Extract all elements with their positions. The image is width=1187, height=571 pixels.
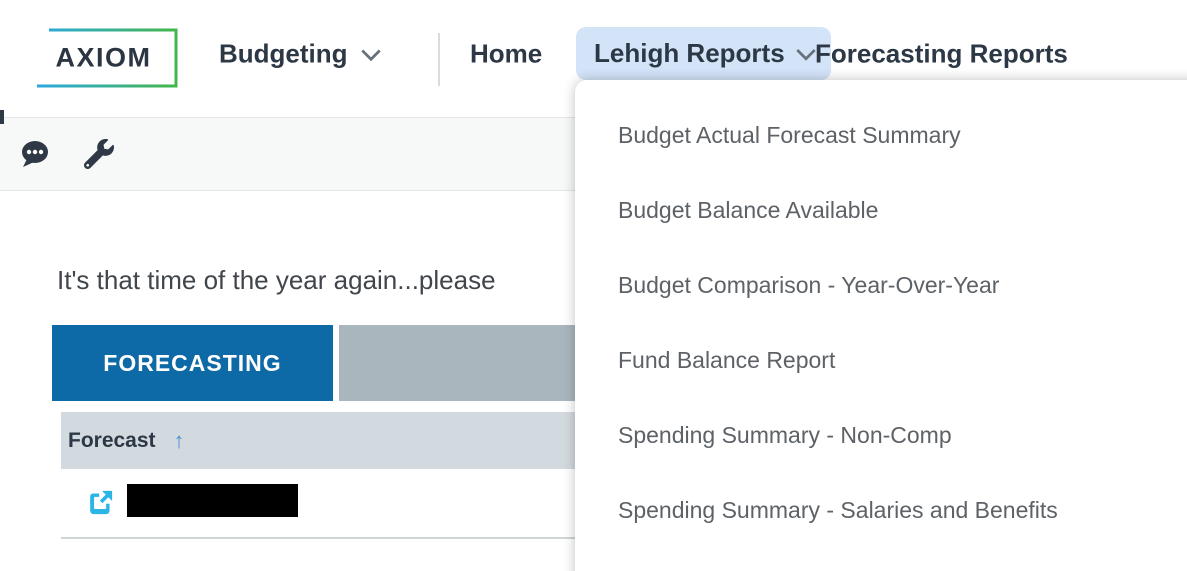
table-row[interactable] (61, 469, 590, 537)
nav-item-lehigh-reports[interactable]: Lehigh Reports (576, 27, 831, 80)
nav-item-forecasting-reports[interactable]: Forecasting Reports (815, 39, 1068, 70)
menu-item-label: Fund Balance Report (618, 347, 836, 373)
announcement-text: It's that time of the year again...pleas… (57, 265, 496, 295)
menu-item[interactable]: Spending Summary - Salaries and Benefits (575, 473, 1187, 548)
table-column-header-forecast[interactable]: Forecast ↑ (61, 412, 590, 469)
menu-item-label: Budget Balance Available (618, 197, 879, 223)
nav-item-home-label: Home (470, 38, 543, 69)
top-navbar: AXIOM Budgeting Home Lehigh Reports Fore… (0, 0, 1187, 88)
redacted-report-link (127, 484, 298, 517)
menu-item[interactable]: Spending Summary - Non-Comp (575, 398, 1187, 473)
wrench-icon[interactable] (83, 139, 114, 170)
lehigh-reports-dropdown-menu: Budget Actual Forecast Summary Budget Ba… (575, 80, 1187, 571)
product-switcher[interactable]: Budgeting (219, 38, 381, 70)
cropped-edge-artifact (0, 110, 4, 124)
nav-item-home[interactable]: Home (470, 39, 542, 70)
chevron-down-icon (795, 40, 816, 61)
nav-item-lehigh-reports-label: Lehigh Reports (594, 38, 785, 68)
tab-forecasting[interactable]: FORECASTING (52, 325, 333, 401)
menu-item-label: Budget Comparison - Year-Over-Year (618, 272, 1000, 298)
menu-item-label: Spending Summary - Salaries and Benefits (618, 497, 1058, 523)
axiom-logo[interactable]: AXIOM (37, 28, 178, 88)
comment-icon[interactable] (20, 140, 50, 168)
tab-forecasting-label: FORECASTING (103, 349, 282, 376)
menu-item[interactable]: Fund Balance Report (575, 323, 1187, 398)
tab-inactive[interactable] (339, 325, 590, 401)
menu-item[interactable]: Budget Comparison - Year-Over-Year (575, 248, 1187, 323)
product-switcher-label: Budgeting (219, 38, 348, 69)
logo-text: AXIOM (55, 42, 152, 73)
menu-item[interactable]: Budget Balance Available (575, 173, 1187, 248)
row-divider (61, 537, 590, 539)
menu-item-label: Budget Actual Forecast Summary (618, 122, 961, 148)
chevron-down-icon (360, 41, 381, 61)
nav-item-forecasting-reports-label: Forecasting Reports (815, 38, 1068, 69)
column-header-label: Forecast (68, 428, 156, 452)
menu-item-label: Spending Summary - Non-Comp (618, 422, 952, 448)
external-link-icon[interactable] (85, 487, 116, 518)
logo-bracket-icon (37, 28, 178, 88)
nav-divider (438, 33, 440, 86)
menu-item[interactable]: Budget Actual Forecast Summary (575, 98, 1187, 173)
sort-ascending-icon: ↑ (173, 427, 185, 453)
